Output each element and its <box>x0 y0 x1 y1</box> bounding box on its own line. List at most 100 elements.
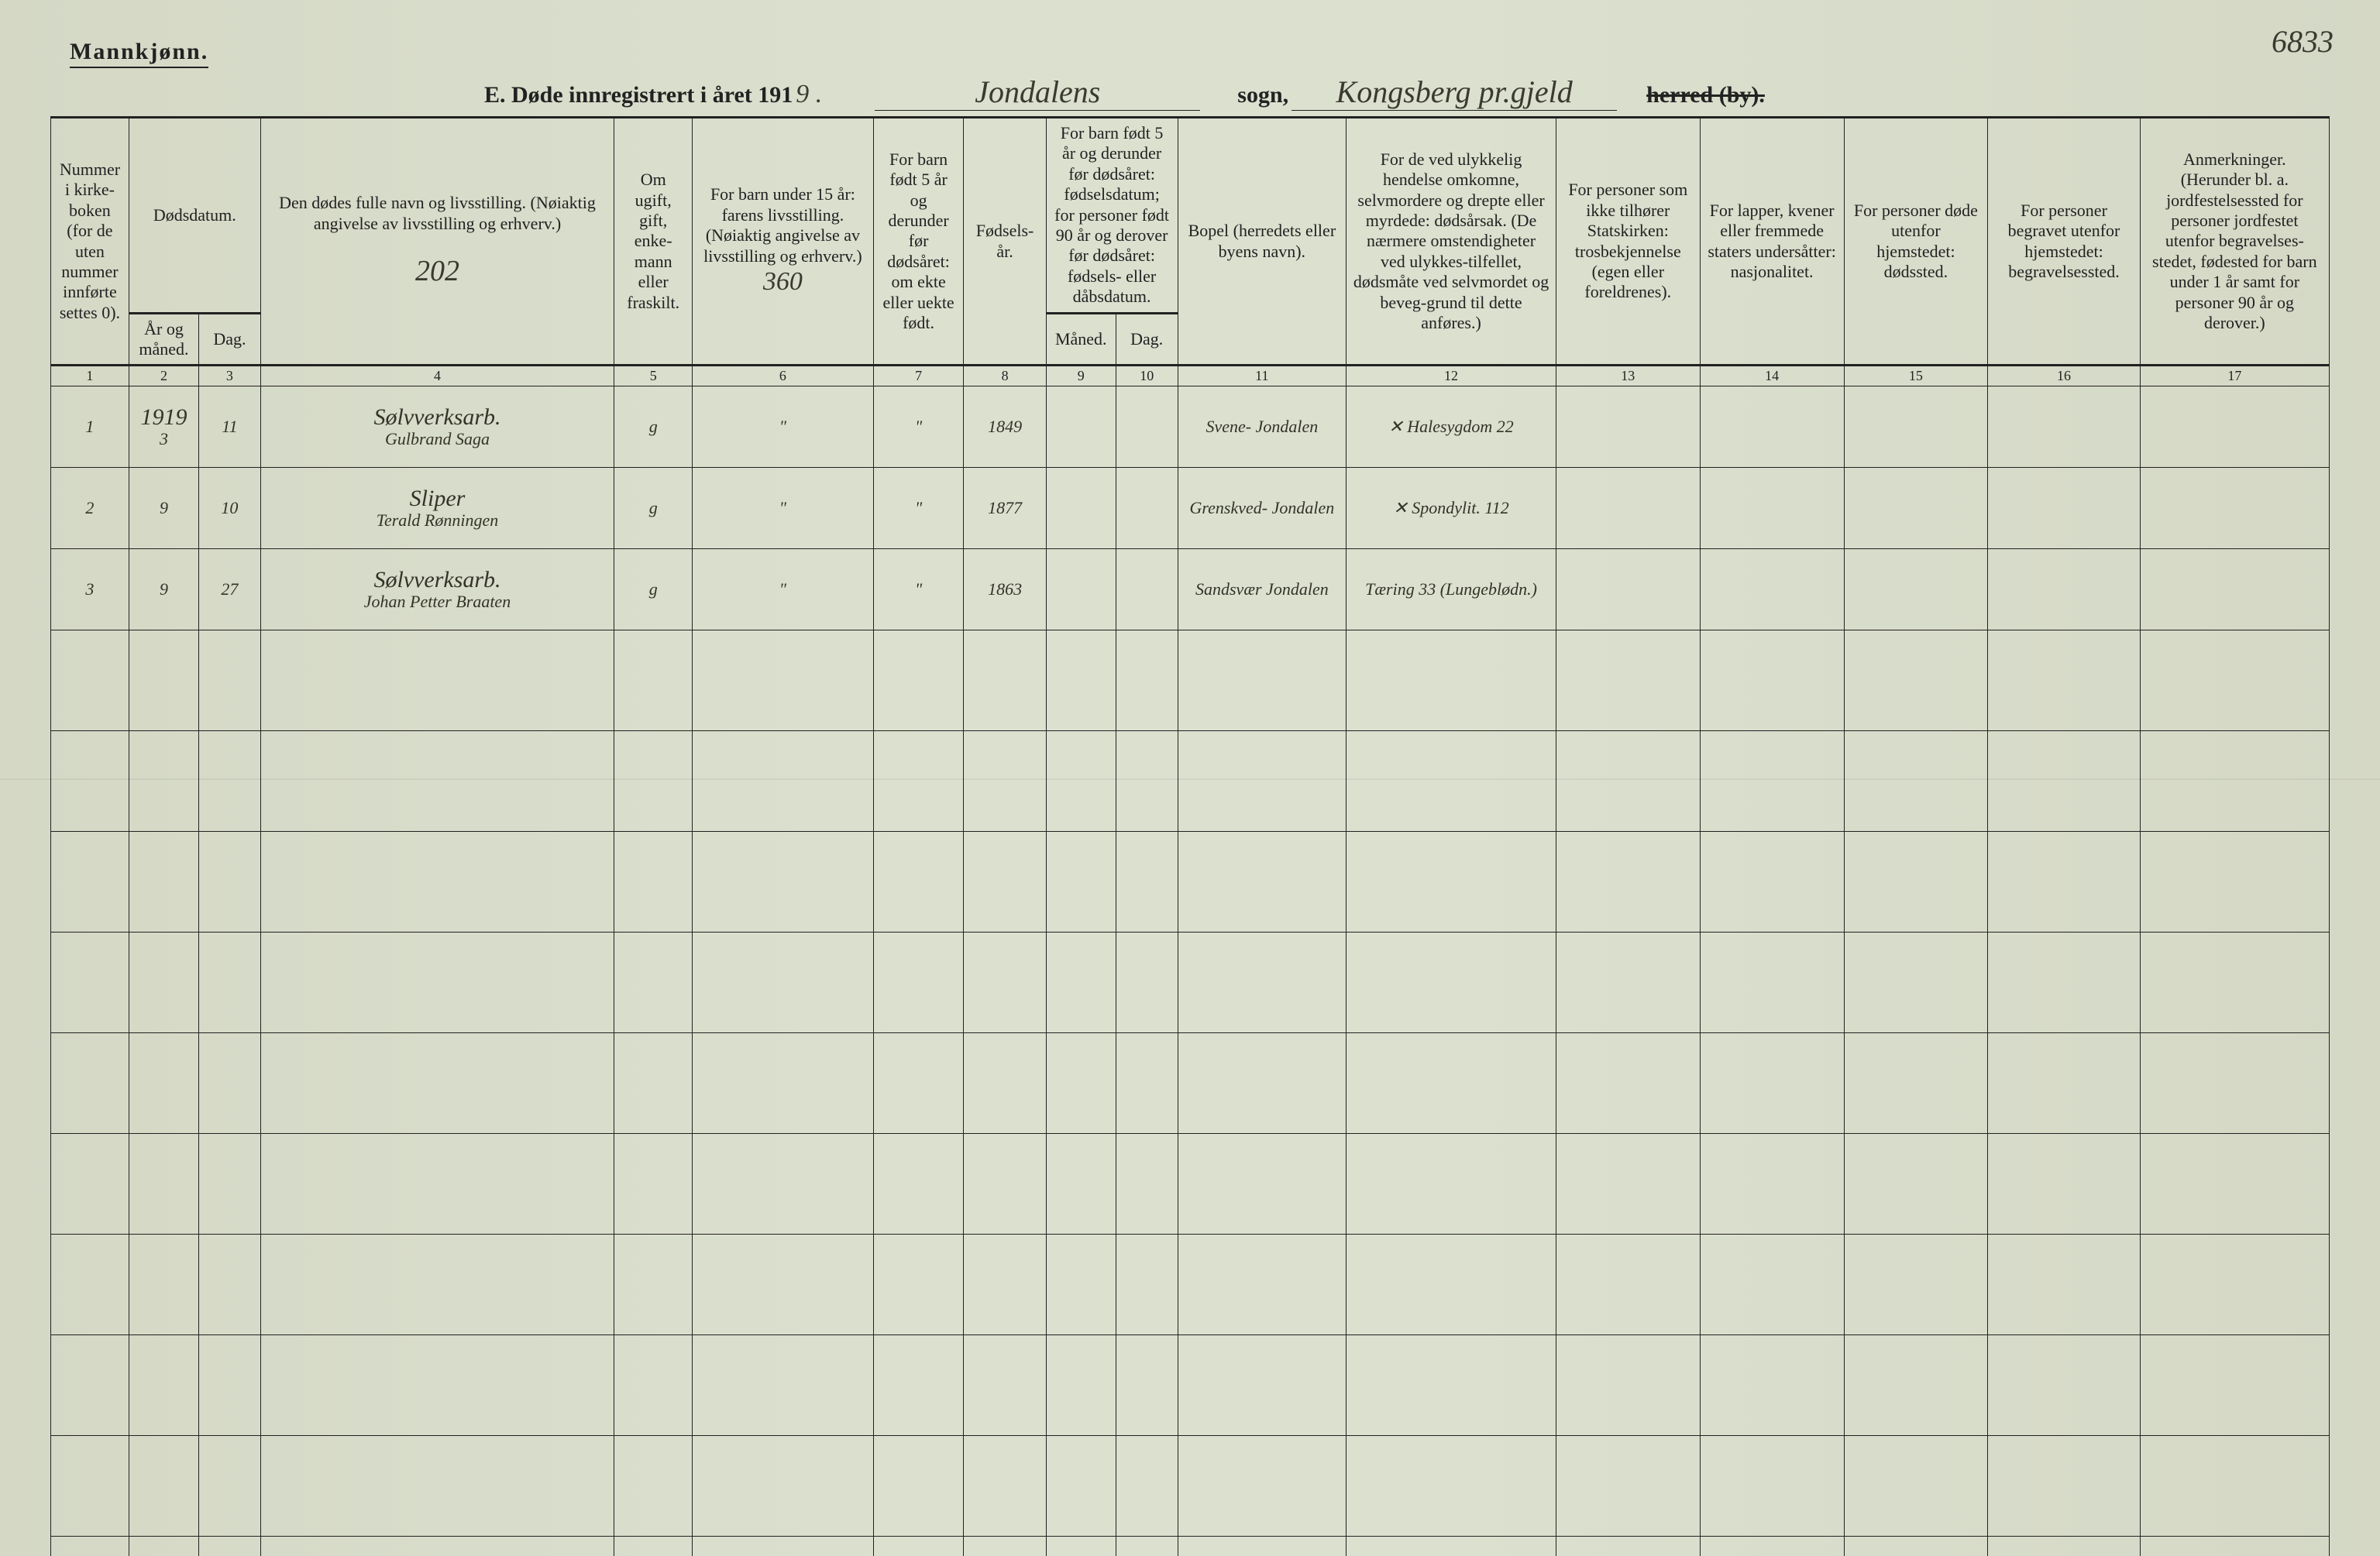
col-13: For personer som ikke tilhører Statskirk… <box>1556 118 1700 366</box>
empty-cell <box>260 1033 614 1134</box>
empty-cell <box>1700 1436 1844 1537</box>
empty-cell <box>964 1033 1046 1134</box>
cell-name: Sølvverksarb.Johan Petter Braaten <box>260 549 614 630</box>
empty-cell <box>614 1335 693 1436</box>
document-page: { "page_number_corner": "6833", "header"… <box>0 0 2380 1556</box>
empty-cell <box>51 1134 129 1235</box>
empty-cell <box>260 832 614 933</box>
cell-day: 27 <box>199 549 261 630</box>
empty-row <box>51 1235 2330 1335</box>
cell-blank <box>1844 549 1988 630</box>
col-6-text: For barn under 15 år: farens livsstillin… <box>703 184 862 265</box>
col-1: Nummer i kirke-boken (for de uten nummer… <box>51 118 129 366</box>
empty-cell <box>1700 731 1844 832</box>
empty-cell <box>964 1436 1046 1537</box>
empty-cell <box>1178 1335 1346 1436</box>
parish-field: Jondalens <box>875 74 1200 111</box>
empty-row <box>51 933 2330 1033</box>
empty-cell <box>1178 1537 1346 1556</box>
empty-cell <box>1556 1537 1700 1556</box>
cell-day: 10 <box>199 468 261 549</box>
empty-cell <box>1988 1436 2140 1537</box>
empty-cell <box>51 832 129 933</box>
empty-row <box>51 1436 2330 1537</box>
empty-cell <box>1556 731 1700 832</box>
empty-cell <box>873 1537 964 1556</box>
col-17: Anmerkninger. (Herunder bl. a. jordfeste… <box>2140 118 2329 366</box>
cell-day: 11 <box>199 386 261 468</box>
empty-cell <box>693 731 874 832</box>
empty-row <box>51 630 2330 731</box>
empty-cell <box>2140 1335 2329 1436</box>
colnum-cell: 3 <box>199 366 261 386</box>
empty-cell <box>1556 1033 1700 1134</box>
page-header: Mannkjønn. E. Døde innregistrert i året … <box>50 31 2349 116</box>
cell-residence: Grenskved- Jondalen <box>1178 468 1346 549</box>
empty-cell <box>1556 630 1700 731</box>
cell-blank <box>1988 468 2140 549</box>
empty-cell <box>1178 630 1346 731</box>
empty-cell <box>873 933 964 1033</box>
cell-blank <box>1844 386 1988 468</box>
empty-cell <box>1844 1335 1988 1436</box>
empty-cell <box>614 1134 693 1235</box>
empty-cell <box>614 630 693 731</box>
colnum-cell: 10 <box>1116 366 1178 386</box>
col-dodsdatum: Dødsdatum. <box>129 118 260 314</box>
empty-cell <box>1346 731 1556 832</box>
empty-cell <box>129 1033 198 1134</box>
title-line: E. Døde innregistrert i året 191 9 . Jon… <box>484 74 1765 111</box>
empty-cell <box>2140 933 2329 1033</box>
table-head: Nummer i kirke-boken (for de uten nummer… <box>51 118 2330 366</box>
colnum-cell: 8 <box>964 366 1046 386</box>
empty-cell <box>1346 1537 1556 1556</box>
empty-cell <box>964 630 1046 731</box>
empty-cell <box>693 1436 874 1537</box>
cell-num: 3 <box>51 549 129 630</box>
empty-cell <box>2140 1436 2329 1537</box>
empty-cell <box>1844 1537 1988 1556</box>
empty-cell <box>1844 1134 1988 1235</box>
empty-cell <box>129 1436 198 1537</box>
empty-cell <box>1046 1335 1116 1436</box>
empty-cell <box>1178 933 1346 1033</box>
empty-cell <box>260 1235 614 1335</box>
col-6: For barn under 15 år: farens livsstillin… <box>693 118 874 366</box>
col-16: For personer begravet utenfor hjemstedet… <box>1988 118 2140 366</box>
empty-cell <box>260 933 614 1033</box>
table-body: 123456789101112131415161711919311Sølvver… <box>51 366 2330 1556</box>
empty-cell <box>1046 1033 1116 1134</box>
colnum-cell: 13 <box>1556 366 1700 386</box>
colnum-cell: 11 <box>1178 366 1346 386</box>
cell-c7: " <box>873 549 964 630</box>
herred-label: herred (by). <box>1646 82 1765 108</box>
empty-cell <box>1178 1235 1346 1335</box>
empty-cell <box>51 1436 129 1537</box>
empty-cell <box>51 731 129 832</box>
cell-month: 9 <box>129 468 198 549</box>
col-4-text: Den dødes fulle navn og livsstilling. (N… <box>279 193 596 232</box>
cell-c10 <box>1116 468 1178 549</box>
colnum-cell: 12 <box>1346 366 1556 386</box>
empty-cell <box>873 1436 964 1537</box>
empty-cell <box>1988 1134 2140 1235</box>
empty-cell <box>964 1134 1046 1235</box>
empty-cell <box>1556 1134 1700 1235</box>
cell-c10 <box>1116 549 1178 630</box>
empty-row <box>51 731 2330 832</box>
col-11: Bopel (herredets eller byens navn). <box>1178 118 1346 366</box>
empty-row <box>51 832 2330 933</box>
empty-row <box>51 1033 2330 1134</box>
cell-c6: " <box>693 386 874 468</box>
cell-c9 <box>1046 549 1116 630</box>
empty-cell <box>1346 1335 1556 1436</box>
empty-cell <box>1116 1134 1178 1235</box>
empty-cell <box>1346 1033 1556 1134</box>
empty-cell <box>873 1033 964 1134</box>
empty-cell <box>199 1537 261 1556</box>
empty-cell <box>1178 832 1346 933</box>
empty-cell <box>1556 1436 1700 1537</box>
empty-cell <box>964 1335 1046 1436</box>
empty-cell <box>129 832 198 933</box>
table-row: 11919311Sølvverksarb.Gulbrand Sagag""184… <box>51 386 2330 468</box>
